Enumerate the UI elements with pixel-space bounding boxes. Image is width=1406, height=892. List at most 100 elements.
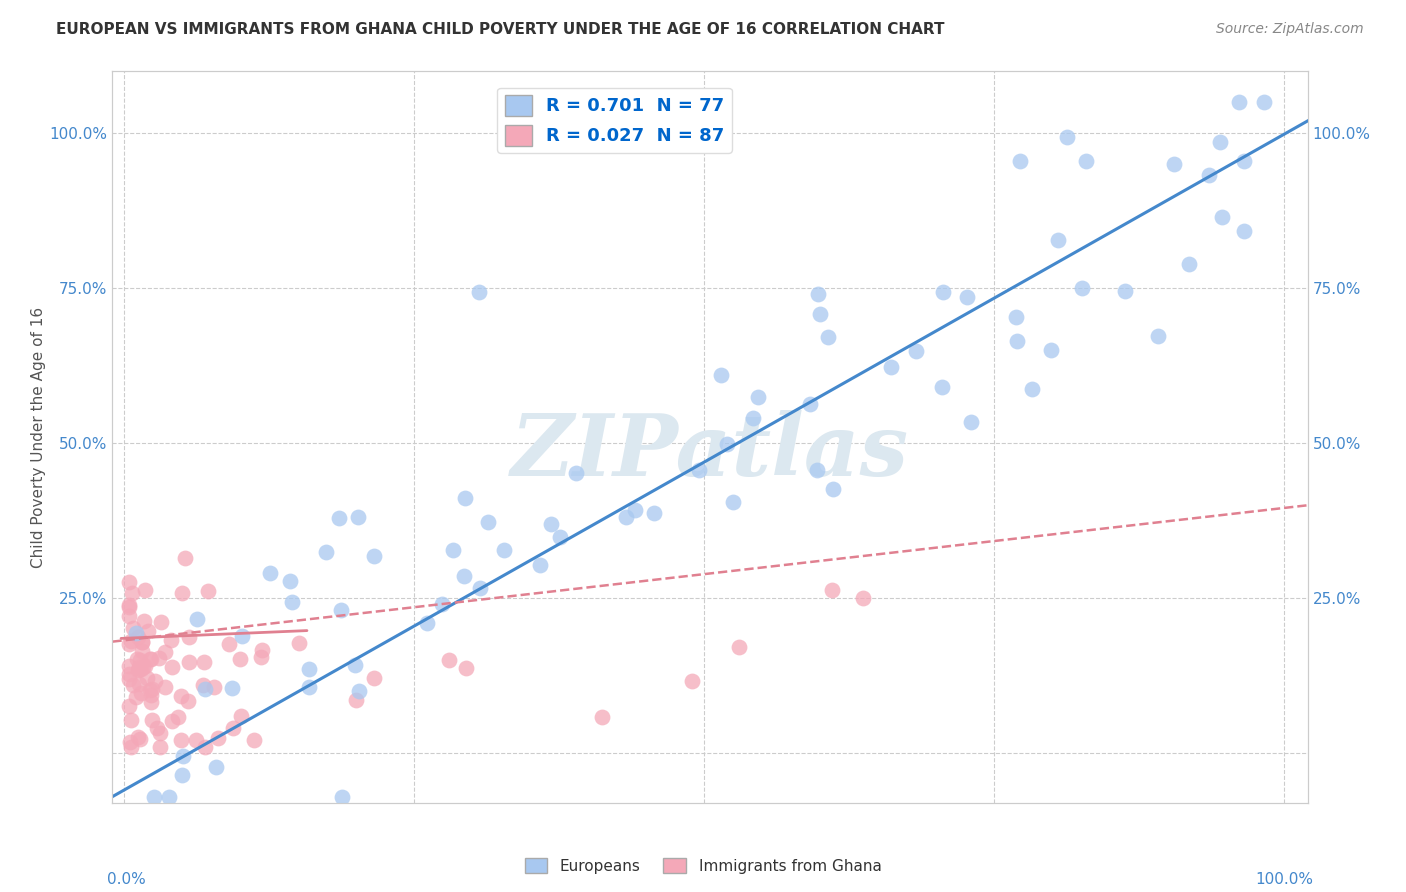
Point	[127, 630, 149, 644]
Legend: Europeans, Immigrants from Ghana: Europeans, Immigrants from Ghana	[519, 852, 887, 880]
Point	[172, 749, 194, 764]
Point	[453, 569, 475, 583]
Point	[441, 543, 464, 558]
Point	[118, 672, 141, 686]
Point	[194, 682, 217, 697]
Point	[799, 397, 821, 411]
Point	[904, 343, 927, 358]
Point	[173, 551, 195, 566]
Point	[170, 690, 193, 704]
Point	[1004, 310, 1026, 324]
Point	[129, 731, 152, 746]
Point	[142, 789, 165, 804]
Point	[129, 662, 152, 676]
Point	[821, 583, 844, 598]
Point	[243, 733, 266, 747]
Point	[121, 621, 143, 635]
Point	[186, 612, 208, 626]
Point	[118, 637, 141, 651]
Point	[139, 688, 162, 702]
Point	[157, 789, 180, 804]
Point	[1233, 154, 1256, 169]
Legend: R = 0.701  N = 77, R = 0.027  N = 87: R = 0.701 N = 77, R = 0.027 N = 87	[498, 87, 731, 153]
Point	[565, 466, 588, 480]
Point	[716, 437, 738, 451]
Point	[1253, 95, 1275, 110]
Point	[430, 598, 453, 612]
Point	[149, 615, 172, 629]
Point	[344, 692, 367, 706]
Point	[122, 678, 145, 692]
Point	[141, 713, 163, 727]
Point	[347, 509, 370, 524]
Point	[118, 666, 141, 681]
Point	[1005, 334, 1028, 348]
Point	[170, 732, 193, 747]
Point	[138, 682, 160, 697]
Point	[134, 614, 156, 628]
Point	[228, 651, 250, 665]
Point	[128, 662, 150, 676]
Point	[1211, 210, 1233, 224]
Point	[1047, 233, 1070, 247]
Point	[591, 710, 613, 724]
Point	[956, 289, 979, 303]
Point	[141, 681, 163, 696]
Point	[454, 491, 477, 505]
Point	[416, 616, 439, 631]
Point	[177, 655, 200, 669]
Point	[149, 739, 172, 754]
Point	[880, 359, 903, 374]
Point	[1070, 281, 1092, 295]
Point	[1114, 284, 1136, 298]
Point	[821, 482, 844, 496]
Point	[298, 662, 321, 676]
Point	[136, 624, 159, 638]
Point	[118, 735, 141, 749]
Point	[172, 585, 194, 599]
Point	[135, 671, 157, 685]
Point	[437, 653, 460, 667]
Point	[131, 643, 153, 657]
Point	[931, 380, 953, 394]
Point	[298, 681, 321, 695]
Text: 0.0%: 0.0%	[107, 872, 145, 888]
Point	[1198, 168, 1220, 182]
Point	[315, 545, 337, 559]
Point	[817, 330, 839, 344]
Point	[343, 657, 366, 672]
Point	[125, 626, 148, 640]
Point	[808, 307, 831, 321]
Point	[129, 653, 152, 667]
Point	[492, 543, 515, 558]
Point	[141, 695, 163, 709]
Point	[218, 637, 240, 651]
Point	[118, 609, 141, 624]
Point	[329, 603, 352, 617]
Point	[207, 731, 229, 746]
Point	[118, 598, 141, 612]
Text: 100.0%: 100.0%	[1256, 872, 1313, 888]
Text: EUROPEAN VS IMMIGRANTS FROM GHANA CHILD POVERTY UNDER THE AGE OF 16 CORRELATION : EUROPEAN VS IMMIGRANTS FROM GHANA CHILD …	[56, 22, 945, 37]
Point	[148, 650, 170, 665]
Point	[363, 671, 385, 685]
Point	[141, 652, 163, 666]
Point	[128, 659, 150, 673]
Point	[643, 506, 665, 520]
Point	[328, 511, 350, 525]
Text: ZIPatlas: ZIPatlas	[510, 410, 910, 493]
Point	[155, 645, 177, 659]
Point	[529, 558, 551, 573]
Point	[281, 595, 304, 609]
Point	[540, 516, 562, 531]
Point	[624, 502, 647, 516]
Point	[134, 659, 156, 673]
Point	[118, 599, 141, 614]
Point	[456, 661, 478, 675]
Point	[146, 721, 169, 735]
Point	[139, 652, 162, 666]
Point	[330, 789, 353, 804]
Point	[1021, 382, 1043, 396]
Point	[204, 680, 226, 694]
Point	[131, 635, 153, 649]
